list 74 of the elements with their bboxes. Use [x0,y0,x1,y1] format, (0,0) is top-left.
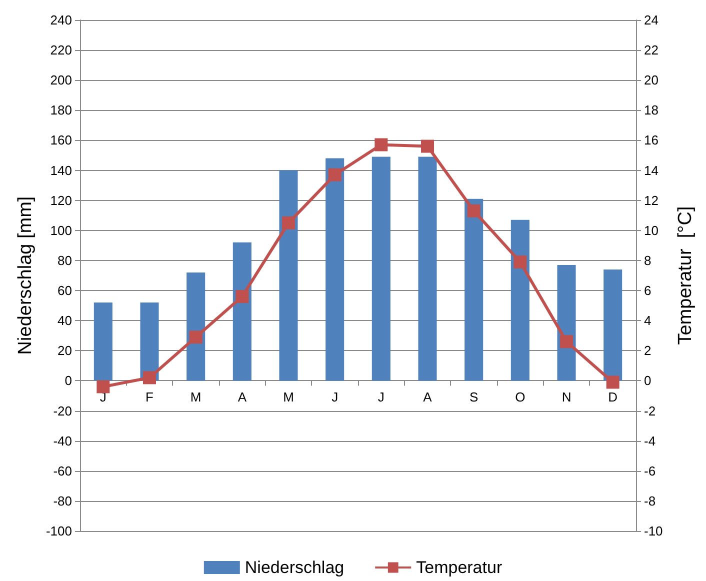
x-tick-label: S [469,390,478,405]
y-tick-label: 180 [50,102,72,118]
y2-tick-label: -10 [644,524,663,538]
bar [140,302,159,381]
y2-tick-label: 6 [644,283,652,298]
bar [464,198,484,381]
point [143,371,156,384]
x-tick-label: N [562,390,572,405]
legend-label: Niederschlag [244,558,344,577]
y-tick-label: -20 [53,403,72,418]
bar [279,170,298,381]
y2-tick-label: 4 [644,313,652,328]
point [374,138,388,152]
y2-tick-label: 20 [644,72,658,88]
y-tick-label: 60 [58,283,72,298]
y-tick-label: 160 [50,132,72,148]
y2-tick-label: -8 [644,493,656,508]
y2-tick-label: 0 [644,373,652,388]
y-tick-label: 100 [50,222,72,238]
y-tick-label: 240 [50,12,72,28]
y-tick-label: -60 [53,463,72,478]
y2-tick-label: 8 [644,252,652,268]
y2-tick-label: 22 [644,42,658,58]
y2-tick-label: 24 [644,12,658,28]
x-tick-label: A [423,390,432,405]
bar [94,302,112,381]
x-tick-label: D [608,390,618,405]
y2-axis-title: Temperatur [°C] [675,206,696,345]
legend-label: Temperatur [416,558,502,577]
x-tick-label: J [332,390,338,405]
y-tick-label: -40 [53,433,72,448]
y-axis-title: Niederschlag [mm] [15,196,36,355]
point [606,376,620,389]
y-tick-label: 140 [50,162,72,178]
point [514,255,527,268]
bar [418,156,437,381]
point [328,168,342,182]
y2-tick-label: -4 [644,433,656,448]
y-tick-label: 40 [58,313,72,328]
bar [372,156,390,381]
x-tick-label: F [146,390,154,405]
y-tick-label: 20 [58,343,72,358]
bar [510,220,530,381]
y2-tick-label: 2 [644,343,652,358]
y-tick-label: 220 [50,42,72,58]
y2-tick-label: 14 [644,162,658,178]
y2-tick-label: -2 [644,403,656,418]
point [96,380,110,394]
y2-tick-label: 12 [644,192,658,208]
y-tick-label: -100 [46,524,72,538]
point [282,216,295,230]
y-tick-label: 0 [64,373,72,388]
y2-tick-label: -6 [644,463,656,478]
x-tick-label: M [190,390,202,405]
y2-tick-label: 16 [644,132,658,148]
bar [232,242,252,381]
y-tick-label: 120 [50,192,72,208]
point [421,140,434,153]
bar [186,272,206,381]
bar [326,158,344,381]
y2-tick-label: 18 [644,102,658,118]
x-tick-label: M [283,390,294,405]
x-tick-label: A [238,390,247,405]
point [189,330,202,344]
point [467,204,480,218]
point [560,335,573,348]
bar [604,269,622,381]
y2-tick-label: 10 [644,222,658,238]
x-tick-label: O [515,390,526,405]
y-tick-label: 80 [58,252,72,268]
point [236,290,249,304]
y-tick-label: 200 [50,72,72,88]
x-tick-label: J [378,390,384,405]
y-tick-label: -80 [53,493,72,508]
